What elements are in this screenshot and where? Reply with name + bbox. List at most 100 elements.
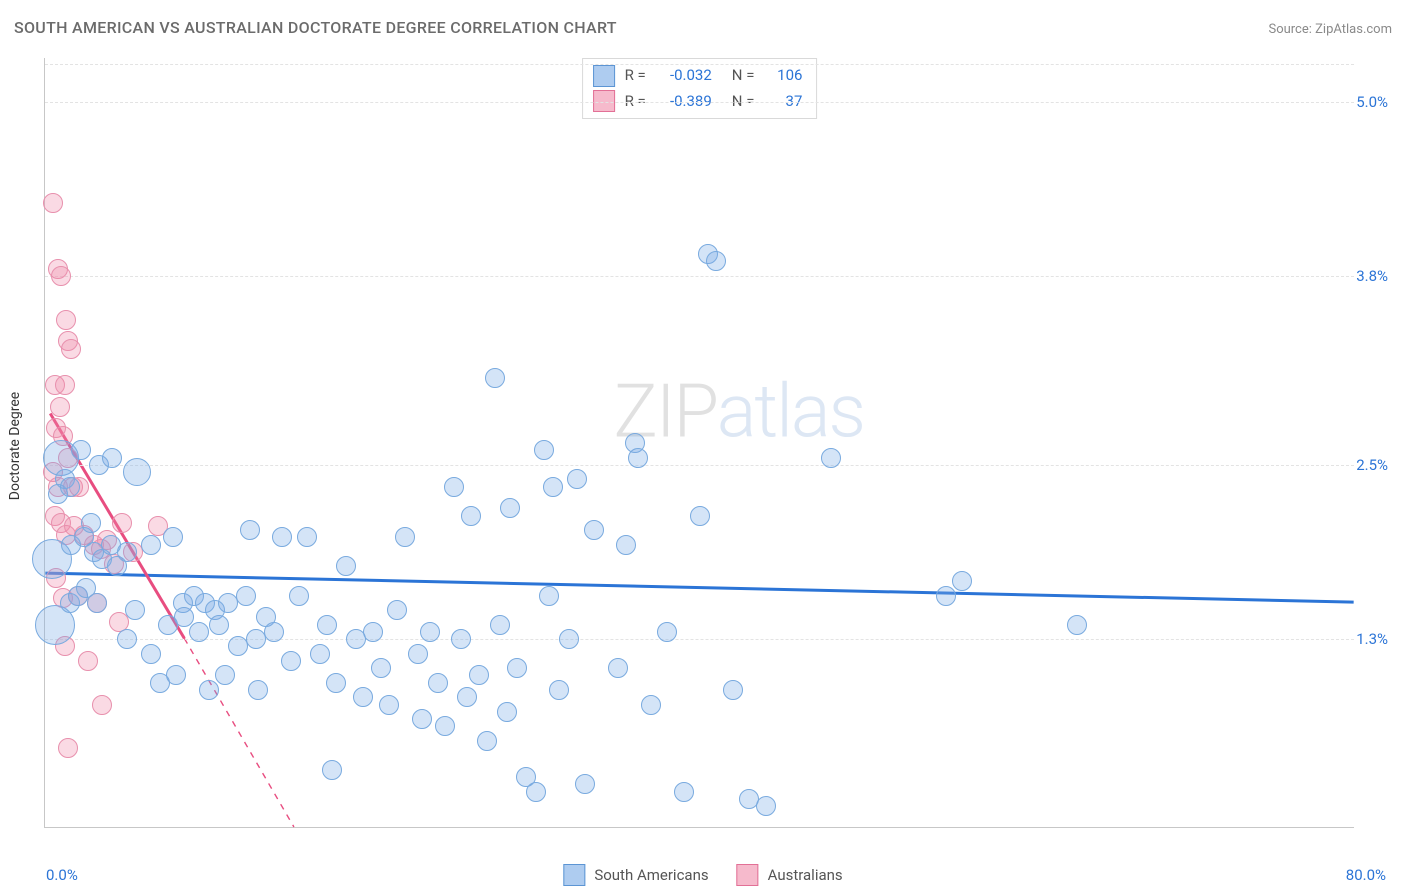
grid-line: [45, 276, 1354, 277]
scatter-point: [158, 615, 178, 635]
scatter-point: [141, 644, 161, 664]
scatter-point: [163, 527, 183, 547]
scatter-point: [543, 477, 563, 497]
scatter-point: [821, 448, 841, 468]
scatter-point: [199, 680, 219, 700]
scatter-point: [56, 310, 76, 330]
correlation-stats-box: R =-0.032N =106R =-0.389N =37: [582, 58, 818, 119]
x-tick-min: 0.0%: [46, 866, 78, 884]
source-label: Source: ZipAtlas.com: [1268, 22, 1392, 37]
scatter-point: [317, 615, 337, 635]
stats-row: R =-0.032N =106: [593, 63, 803, 89]
scatter-point: [428, 673, 448, 693]
scatter-point: [228, 636, 248, 656]
legend-item: Australians: [737, 864, 843, 886]
scatter-point: [336, 556, 356, 576]
scatter-point: [507, 658, 527, 678]
y-tick-label: 1.3%: [1356, 630, 1388, 648]
scatter-point: [71, 440, 91, 460]
scatter-point: [117, 542, 137, 562]
scatter-point: [500, 498, 520, 518]
scatter-point: [723, 680, 743, 700]
series-swatch: [593, 65, 615, 87]
scatter-point: [952, 571, 972, 591]
scatter-point: [657, 622, 677, 642]
scatter-point: [58, 738, 78, 758]
scatter-point: [497, 702, 517, 722]
scatter-point: [61, 339, 81, 359]
scatter-point: [363, 622, 383, 642]
scatter-point: [616, 535, 636, 555]
scatter-point: [1067, 615, 1087, 635]
y-tick-label: 2.5%: [1356, 456, 1388, 474]
n-value: 106: [764, 63, 802, 89]
scatter-point: [51, 266, 71, 286]
scatter-point: [457, 687, 477, 707]
scatter-point: [240, 520, 260, 540]
scatter-point: [395, 527, 415, 547]
scatter-point: [117, 629, 137, 649]
r-value: -0.032: [656, 63, 712, 89]
scatter-point: [92, 695, 112, 715]
scatter-point: [43, 193, 63, 213]
grid-line: [45, 64, 1354, 65]
trend-line: [184, 638, 294, 827]
scatter-point: [526, 782, 546, 802]
scatter-point: [246, 629, 266, 649]
scatter-point: [469, 665, 489, 685]
scatter-point: [297, 527, 317, 547]
scatter-point: [379, 695, 399, 715]
scatter-point: [112, 513, 132, 533]
y-tick-label: 3.8%: [1356, 267, 1388, 285]
scatter-point: [87, 593, 107, 613]
scatter-point: [534, 440, 554, 460]
scatter-point: [756, 796, 776, 816]
scatter-point: [451, 629, 471, 649]
scatter-point: [102, 448, 122, 468]
scatter-point: [420, 622, 440, 642]
scatter-point: [608, 658, 628, 678]
watermark-part2: atlas: [717, 368, 864, 455]
scatter-point: [215, 665, 235, 685]
scatter-point: [690, 506, 710, 526]
scatter-point: [310, 644, 330, 664]
scatter-point: [218, 593, 238, 613]
scatter-point: [477, 731, 497, 751]
series-legend: South Americans Australians: [563, 864, 842, 886]
series-swatch: [737, 864, 759, 886]
scatter-point: [936, 586, 956, 606]
scatter-point: [236, 586, 256, 606]
y-axis-title: Doctorate Degree: [7, 392, 23, 500]
scatter-point: [435, 716, 455, 736]
scatter-point: [353, 687, 373, 707]
scatter-point: [141, 535, 161, 555]
scatter-point: [539, 586, 559, 606]
page-title: SOUTH AMERICAN VS AUSTRALIAN DOCTORATE D…: [14, 18, 617, 37]
legend-item: South Americans: [563, 864, 708, 886]
grid-line: [45, 465, 1354, 466]
scatter-point: [412, 709, 432, 729]
scatter-point: [628, 448, 648, 468]
scatter-point: [248, 680, 268, 700]
scatter-point: [272, 527, 292, 547]
scatter-point: [123, 458, 151, 486]
scatter-point: [575, 774, 595, 794]
r-label: R =: [625, 63, 646, 89]
scatter-point: [50, 397, 70, 417]
scatter-point: [55, 375, 75, 395]
scatter-point: [674, 782, 694, 802]
scatter-point: [264, 622, 284, 642]
scatter-point: [461, 506, 481, 526]
scatter-point: [189, 622, 209, 642]
scatter-point: [408, 644, 428, 664]
scatter-point: [289, 586, 309, 606]
scatter-point: [209, 615, 229, 635]
watermark: ZIPatlas: [614, 368, 865, 455]
legend-label: Australians: [768, 866, 843, 884]
scatter-point: [559, 629, 579, 649]
scatter-point: [166, 665, 186, 685]
scatter-point: [485, 368, 505, 388]
x-tick-max: 80.0%: [1346, 866, 1386, 884]
scatter-point: [706, 251, 726, 271]
scatter-point: [81, 513, 101, 533]
